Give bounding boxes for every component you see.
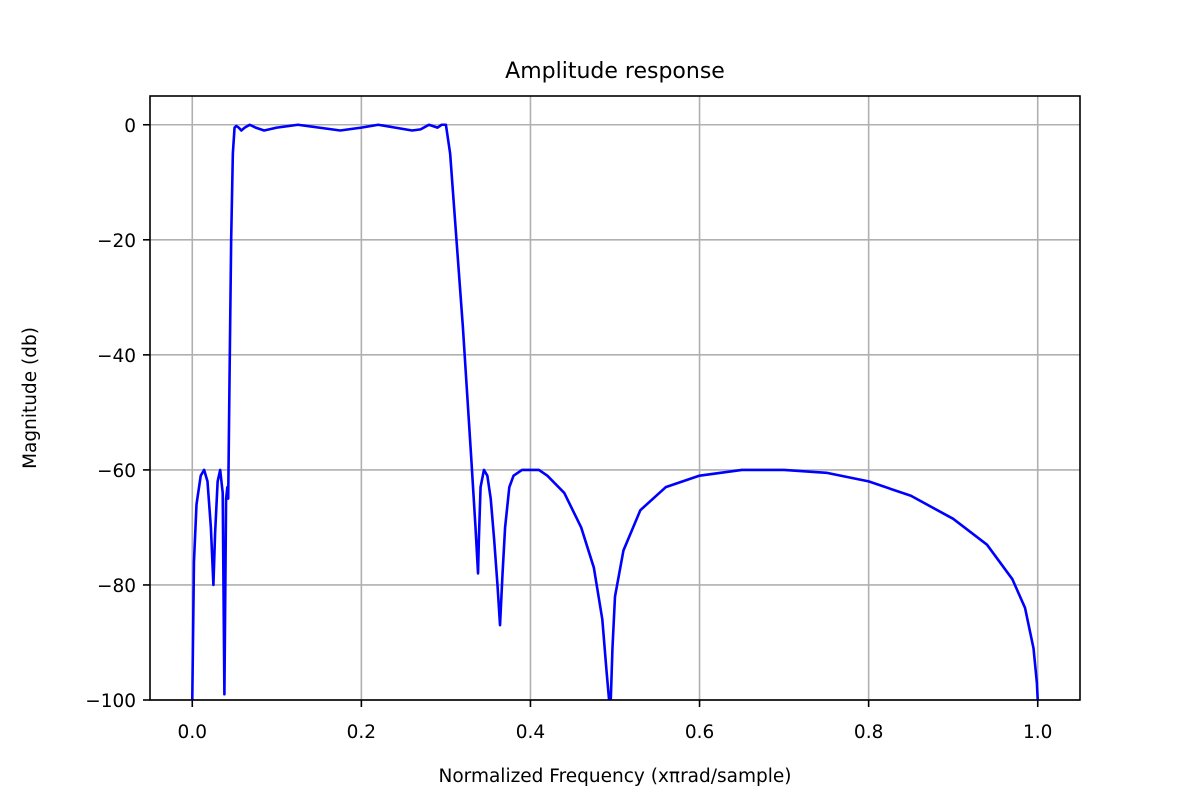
x-tick-label: 0.8 — [854, 722, 883, 743]
y-tick-label: 0 — [124, 116, 136, 137]
y-tick-label: −100 — [85, 691, 136, 712]
x-tick-label: 1.0 — [1023, 722, 1052, 743]
y-tick-label: −20 — [97, 231, 136, 252]
y-tick-label: −40 — [97, 346, 136, 367]
x-tick-label: 0.4 — [516, 722, 545, 743]
x-tick-label: 0.6 — [685, 722, 714, 743]
y-tick-label: −80 — [97, 576, 136, 597]
y-tick-label: −60 — [97, 461, 136, 482]
series-layer — [190, 123, 1040, 700]
x-tick-label: 0.2 — [347, 722, 376, 743]
series-line — [190, 123, 1040, 700]
ticks: 0.0 0.2 0.4 0.6 0.8 1.0 0 −20 −40 −60 −80 −100 — [85, 116, 1052, 743]
x-axis-label: Normalized Frequency (xπrad/sample) — [439, 766, 792, 787]
chart-title: Amplitude response — [505, 59, 725, 84]
x-tick-label: 0.0 — [178, 722, 207, 743]
plot-frame — [149, 95, 1081, 701]
y-axis-label: Magnitude (db) — [20, 327, 41, 469]
